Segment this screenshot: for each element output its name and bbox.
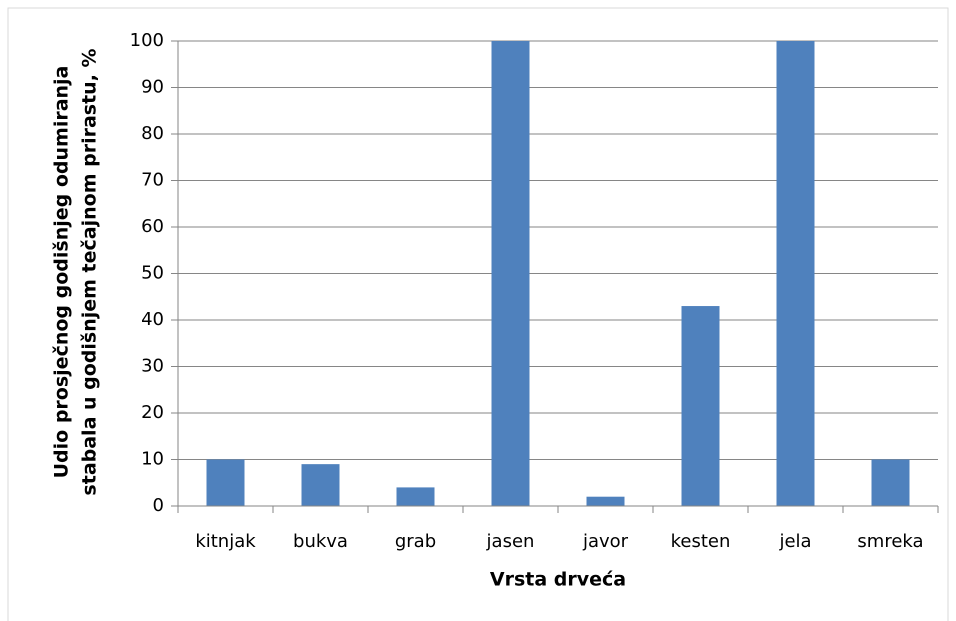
x-tick-label: bukva — [293, 531, 348, 552]
y-tick-label: 80 — [141, 123, 164, 144]
y-tick-label: 0 — [153, 495, 164, 516]
bar — [681, 306, 720, 506]
y-tick-label: 100 — [130, 30, 164, 51]
x-tick-label: smreka — [857, 531, 923, 552]
x-axis-label: Vrsta drveća — [490, 569, 626, 591]
x-tick-label: grab — [395, 531, 436, 552]
y-tick-label: 10 — [141, 449, 164, 470]
y-axis-label: Udio prosječnog godišnjeg odumiranja — [51, 66, 73, 479]
x-tick-label: kesten — [671, 531, 731, 552]
y-tick-label: 20 — [141, 402, 164, 423]
y-tick-label: 30 — [141, 356, 164, 377]
x-tick-label: kitnjak — [195, 531, 256, 552]
chart-frame — [7, 7, 949, 621]
y-axis-label: stabala u godišnjem tečajnom prirastu, % — [79, 48, 101, 495]
bar — [871, 459, 910, 506]
bar — [586, 496, 625, 506]
x-tick-label: jasen — [486, 531, 535, 552]
y-tick-label: 40 — [141, 309, 164, 330]
x-tick-label: javor — [582, 531, 629, 552]
x-tick-label: jela — [778, 531, 811, 552]
y-tick-label: 90 — [141, 77, 164, 98]
y-tick-label: 70 — [141, 170, 164, 191]
bar — [396, 487, 435, 506]
bar — [491, 41, 530, 506]
bar — [206, 459, 245, 506]
bar — [776, 41, 815, 506]
y-tick-label: 60 — [141, 216, 164, 237]
bar — [301, 464, 340, 506]
y-tick-label: 50 — [141, 263, 164, 284]
